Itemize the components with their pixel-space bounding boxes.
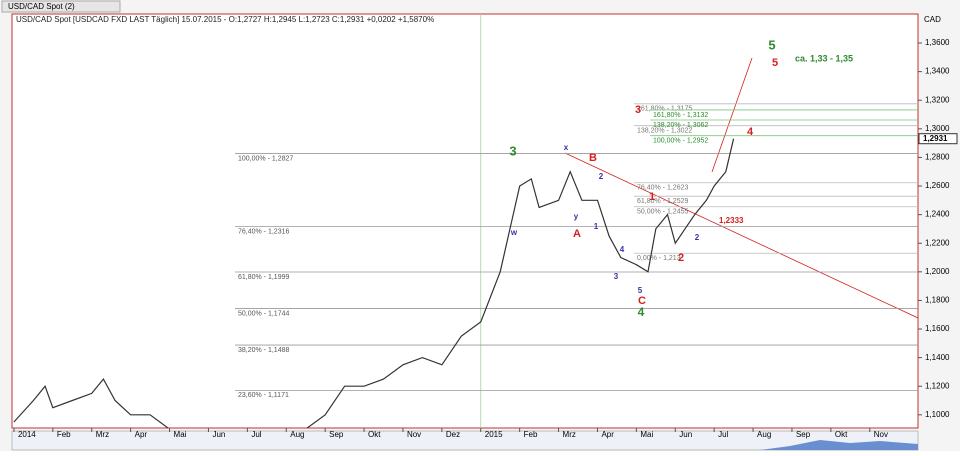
wave-label: 3	[635, 104, 641, 116]
last-price-box	[918, 133, 958, 145]
x-tick-label: Apr	[601, 430, 614, 439]
x-tick-label: Feb	[524, 430, 538, 439]
fib-label: 161,80% - 1,3132	[653, 112, 708, 119]
y-tick-label: 1,1200	[925, 381, 950, 390]
navigator[interactable]	[11, 430, 919, 451]
y-tick-label: 1,1000	[925, 410, 950, 419]
wave-label: 4	[620, 245, 625, 254]
wave-label: 5	[638, 286, 643, 295]
fib-label: 38,20% - 1,1488	[238, 347, 289, 354]
annotation: ca. 1,33 - 1,35	[795, 53, 853, 63]
x-tick-label: Mrz	[96, 430, 109, 439]
x-tick-label: Feb	[57, 430, 71, 439]
last-price-label: 1,2931	[923, 134, 948, 143]
x-tick-label: Sep	[329, 430, 344, 439]
y-tick-label: 1,3400	[925, 67, 950, 76]
fib-label: 100,00% - 1,2827	[238, 155, 293, 162]
wave-label: 4	[747, 126, 754, 138]
wave-label: 5	[772, 57, 778, 69]
x-tick-label: Apr	[135, 430, 148, 439]
y-tick-label: 1,2400	[925, 210, 950, 219]
wave-label: y	[574, 212, 579, 221]
x-tick-label: Nov	[874, 430, 888, 439]
y-tick-label: 1,2000	[925, 267, 950, 276]
wave-label: B	[589, 152, 597, 164]
fib-label: 61,80% - 1,1999	[238, 274, 289, 281]
wave-label: 1	[649, 191, 655, 203]
x-tick-label: Jun	[679, 430, 692, 439]
y-tick-label: 1,2600	[925, 181, 950, 190]
wave-label: 4	[638, 305, 645, 319]
y-tick-label: 1,1800	[925, 296, 950, 305]
tab[interactable]	[1, 0, 121, 13]
x-tick-label: Okt	[368, 430, 381, 439]
x-tick-label: Sep	[796, 430, 811, 439]
fib-label: 61,80% - 1,2529	[637, 198, 688, 205]
wave-label: C	[638, 295, 646, 307]
y-tick-label: 1,3600	[925, 38, 950, 47]
fib-label: 76,40% - 1,2623	[637, 185, 688, 192]
navigator-area	[760, 440, 918, 450]
annotation: 1,2333	[719, 216, 744, 225]
x-tick-label: 2014	[18, 430, 36, 439]
y-tick-label: 1,3200	[925, 95, 950, 104]
fib-label: 138,20% - 1,3062	[653, 122, 708, 129]
price-line	[13, 138, 735, 428]
x-tick-label: Aug	[757, 430, 771, 439]
plot-area	[11, 13, 919, 429]
projection-line	[711, 57, 753, 173]
x-tick-label: Jul	[251, 430, 261, 439]
currency-label: CAD	[924, 15, 941, 24]
fib-label: 0,00% - 1,213	[637, 255, 681, 262]
tab-label: USD/CAD Spot (2)	[8, 2, 75, 11]
wave-label: 5	[768, 37, 775, 52]
trend-line	[564, 152, 918, 319]
y-tick-label: 1,2800	[925, 153, 950, 162]
wave-label: 2	[599, 172, 604, 181]
wave-label: 2	[678, 252, 684, 264]
fib-label: 100,00% - 1,2952	[653, 138, 708, 145]
x-tick-label: Jun	[212, 430, 225, 439]
fib-label: 50,00% - 1,1744	[238, 310, 289, 317]
y-tick-label: 1,1600	[925, 324, 950, 333]
x-tick-label: Jul	[718, 430, 728, 439]
wave-label: w	[510, 228, 518, 237]
wave-label: 2	[695, 233, 700, 242]
y-tick-label: 1,3000	[925, 124, 950, 133]
x-tick-label: Mai	[174, 430, 187, 439]
wave-label: 1	[594, 222, 599, 231]
wave-label: A	[573, 228, 581, 240]
fib-label: 76,40% - 1,2316	[238, 228, 289, 235]
y-tick-label: 1,1400	[925, 353, 950, 362]
fib-label: 161,80% - 1,3175	[637, 106, 692, 113]
y-tick-label: 1,2200	[925, 238, 950, 247]
fib-label: 23,60% - 1,1171	[238, 392, 289, 399]
x-tick-label: Dez	[446, 430, 460, 439]
fib-label: 138,20% - 1,3022	[637, 128, 692, 135]
x-tick-label: Mrz	[563, 430, 576, 439]
wave-label: x	[564, 143, 569, 152]
x-tick-label: Mai	[640, 430, 653, 439]
wave-label: 3	[614, 272, 619, 281]
wave-label: 3	[509, 143, 516, 158]
x-tick-label: Nov	[407, 430, 421, 439]
x-tick-label: 2015	[485, 430, 503, 439]
x-tick-label: Okt	[835, 430, 848, 439]
chart-title: USD/CAD Spot [USDCAD FXD LAST Täglich] 1…	[16, 15, 434, 24]
x-tick-label: Aug	[290, 430, 304, 439]
fib-label: 50,00% - 1,2455	[637, 209, 688, 216]
plot-content: 100,00% - 1,2827 76,40% - 1,2316 61,80% - …	[13, 14, 918, 428]
